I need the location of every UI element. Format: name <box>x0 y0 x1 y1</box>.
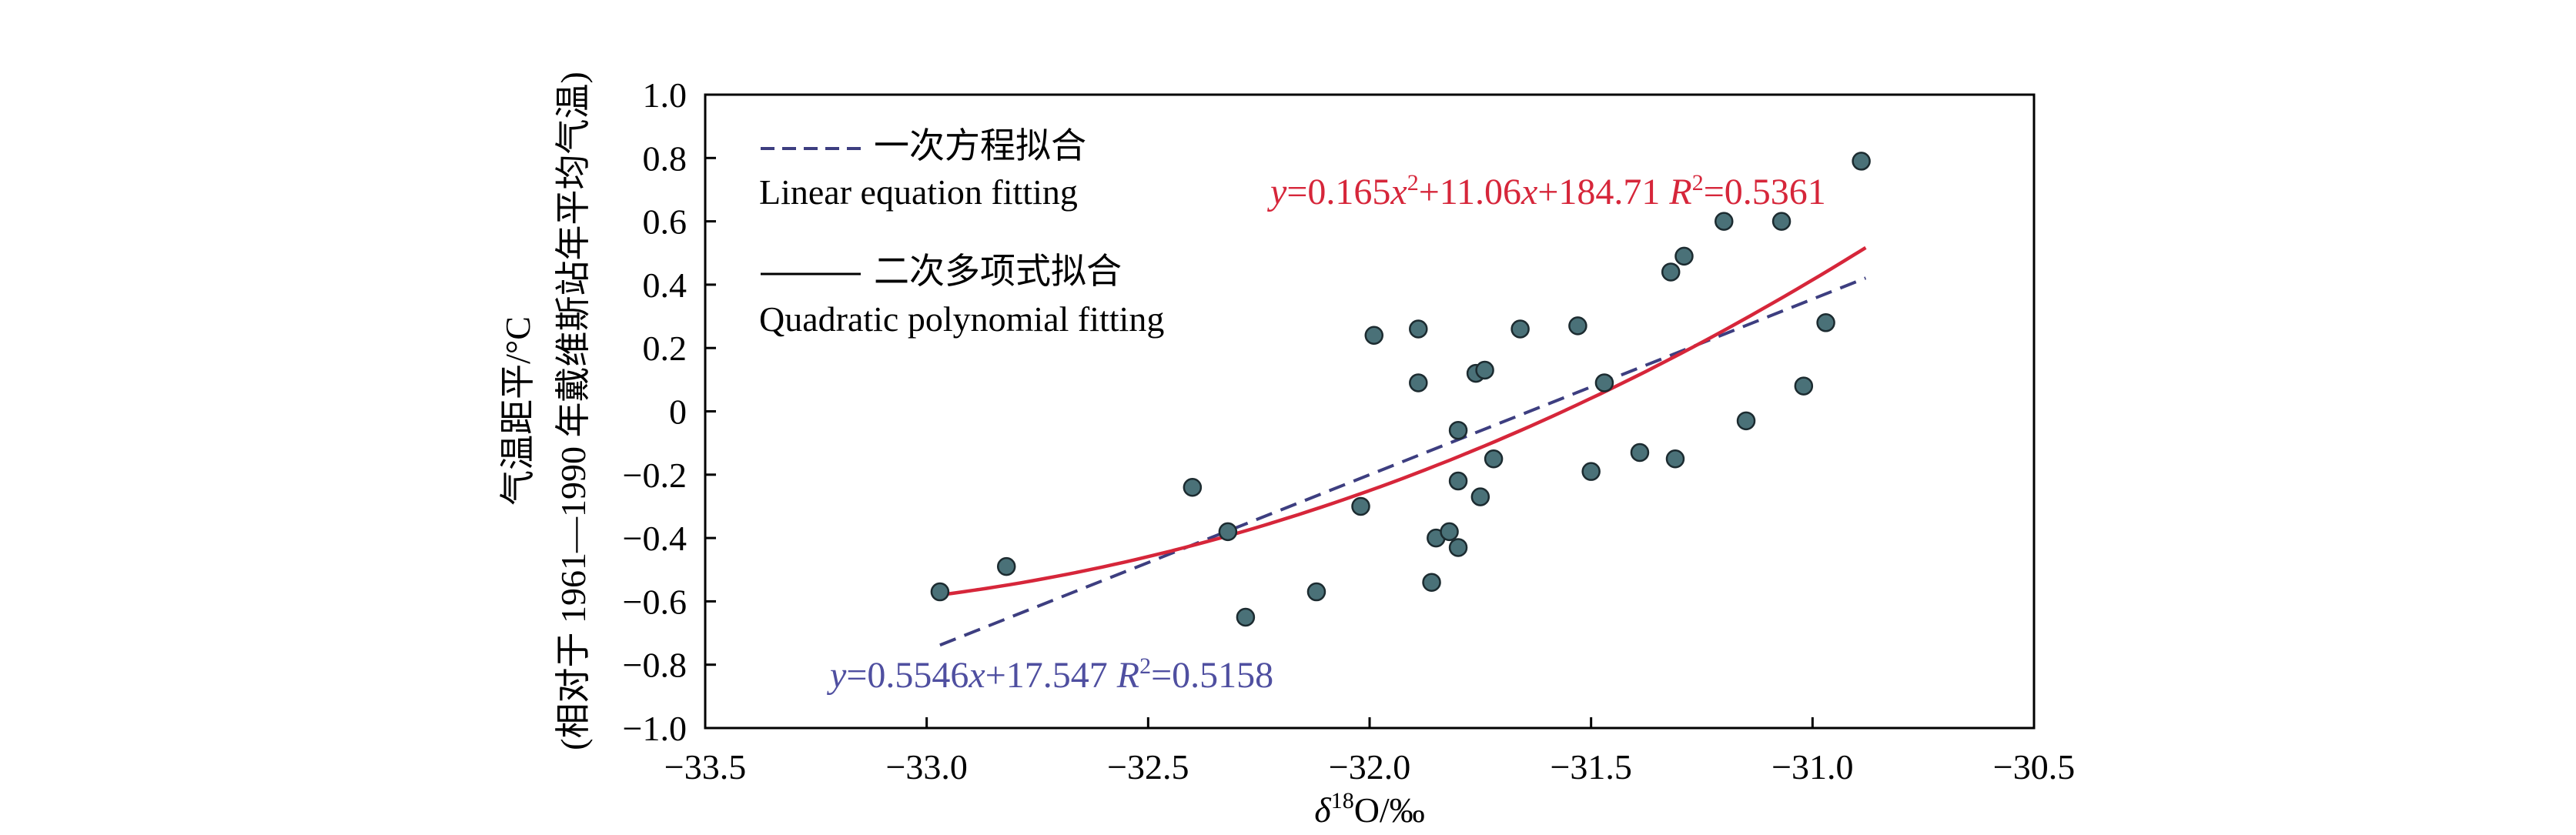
scatter-point <box>1852 152 1871 171</box>
y-tick-label: −0.4 <box>623 519 687 558</box>
lin-eq-y: y <box>826 655 847 696</box>
scatter-point <box>1736 411 1756 431</box>
linear-fit-line <box>939 276 1867 647</box>
y-tick-label: 0.8 <box>643 139 687 178</box>
lin-eq-a: =0.5546 <box>846 655 969 696</box>
quadratic-fit-line <box>939 245 1867 597</box>
x-tick-label: −32.0 <box>1329 747 1410 787</box>
x-tick-label: −31.0 <box>1771 747 1853 787</box>
scatter-point <box>1351 496 1370 516</box>
y-tick-label: −0.8 <box>623 646 687 685</box>
y-axis-label-line1: 气温距平/°C <box>498 316 537 506</box>
y-tick-label: 1.0 <box>643 75 687 115</box>
quad-eq-R: R <box>1668 172 1691 212</box>
scatter-point <box>1665 449 1685 469</box>
scatter-point <box>1183 478 1203 497</box>
scatter-point <box>1630 443 1650 463</box>
quad-eq-R-val: =0.5361 <box>1704 172 1826 212</box>
x-axis-ticks: −33.5 −33.0 −32.5 −32.0 −31.5 −31.0 −30.5 <box>664 717 2075 787</box>
y-axis-label-line2: (相对于 1961—1990 年戴维斯站年平均气温) <box>554 72 593 750</box>
lin-eq-b: +17.547 <box>985 655 1117 696</box>
lin-eq-R-sup: 2 <box>1139 653 1151 679</box>
quad-eq-x: x <box>1390 172 1407 212</box>
scatter-point <box>1816 313 1835 332</box>
quad-eq-R-sup: 2 <box>1692 170 1704 195</box>
scatter-point <box>1364 326 1384 345</box>
x-tick-label: −30.5 <box>1993 747 2075 787</box>
scatter-points <box>930 152 1871 627</box>
scatter-point <box>1594 373 1614 392</box>
y-axis-ticks: 1.0 0.8 0.6 0.4 0.2 0 −0.2 −0.4 −0.6 −0.8 −1.0 <box>623 75 716 748</box>
legend-linear-en: Linear equation fitting <box>759 172 1078 212</box>
scatter-point <box>1475 360 1494 380</box>
quad-eq-a: =0.165 <box>1286 172 1390 212</box>
scatter-point <box>1218 522 1238 542</box>
scatter-point <box>930 582 950 602</box>
scatter-point <box>1510 319 1530 339</box>
scatter-point <box>1448 471 1468 491</box>
scatter-point <box>1568 316 1587 336</box>
scatter-point <box>1306 582 1326 602</box>
scatter-point <box>1422 573 1441 592</box>
legend-linear-cn: 一次方程拟合 <box>874 126 1086 165</box>
linear-equation-label: y=0.5546x+17.547 R2=0.5158 <box>826 653 1273 696</box>
legend: 一次方程拟合 Linear equation fitting 二次多项式拟合 Q… <box>759 126 1164 339</box>
scatter-point <box>1661 262 1681 282</box>
x-tick-label: −31.5 <box>1550 747 1631 787</box>
x-axis-label: δ18O/‰ <box>1314 788 1424 830</box>
scatter-point <box>1715 212 1734 231</box>
x-tick-label: −33.5 <box>664 747 746 787</box>
scatter-point <box>1409 319 1428 339</box>
x-tick-label: −33.0 <box>885 747 967 787</box>
x-label-delta: δ <box>1314 790 1331 830</box>
scatter-point <box>1448 420 1468 440</box>
x-label-sup: 18 <box>1331 788 1354 813</box>
scatter-point <box>1674 246 1694 266</box>
quad-eq-x2: x <box>1521 172 1537 212</box>
lin-eq-R: R <box>1116 655 1139 696</box>
scatter-point <box>1448 538 1468 557</box>
quad-eq-y: y <box>1266 172 1287 212</box>
y-tick-label: −0.6 <box>623 582 687 621</box>
scatter-point <box>1794 376 1814 396</box>
quadratic-equation-label: y=0.165x2+11.06x+184.71 R2=0.5361 <box>1266 170 1826 212</box>
scatter-point <box>1581 462 1601 481</box>
y-tick-label: −1.0 <box>623 709 687 748</box>
y-tick-label: 0.6 <box>643 202 687 242</box>
quad-eq-sup: 2 <box>1407 170 1419 195</box>
quad-eq-c: +184.71 <box>1537 172 1669 212</box>
y-tick-label: −0.2 <box>623 456 687 495</box>
y-tick-label: 0 <box>669 392 687 432</box>
scatter-point <box>996 556 1016 576</box>
x-label-rest: O/‰ <box>1354 790 1425 830</box>
quad-eq-b: +11.06 <box>1419 172 1521 212</box>
scatter-point <box>1440 522 1459 542</box>
scatter-point <box>1236 607 1256 627</box>
y-tick-label: 0.4 <box>643 266 687 305</box>
scatter-point <box>1409 373 1428 392</box>
lin-eq-R-val: =0.5158 <box>1151 655 1273 696</box>
legend-quadratic-cn: 二次多项式拟合 <box>874 252 1122 291</box>
legend-quadratic-en: Quadratic polynomial fitting <box>759 299 1164 339</box>
y-tick-label: 0.2 <box>643 329 687 368</box>
x-tick-label: −32.5 <box>1107 747 1189 787</box>
scatter-point <box>1771 212 1791 231</box>
lin-eq-x: x <box>968 655 985 696</box>
scatter-point <box>1484 449 1504 469</box>
scatter-point <box>1470 487 1490 506</box>
